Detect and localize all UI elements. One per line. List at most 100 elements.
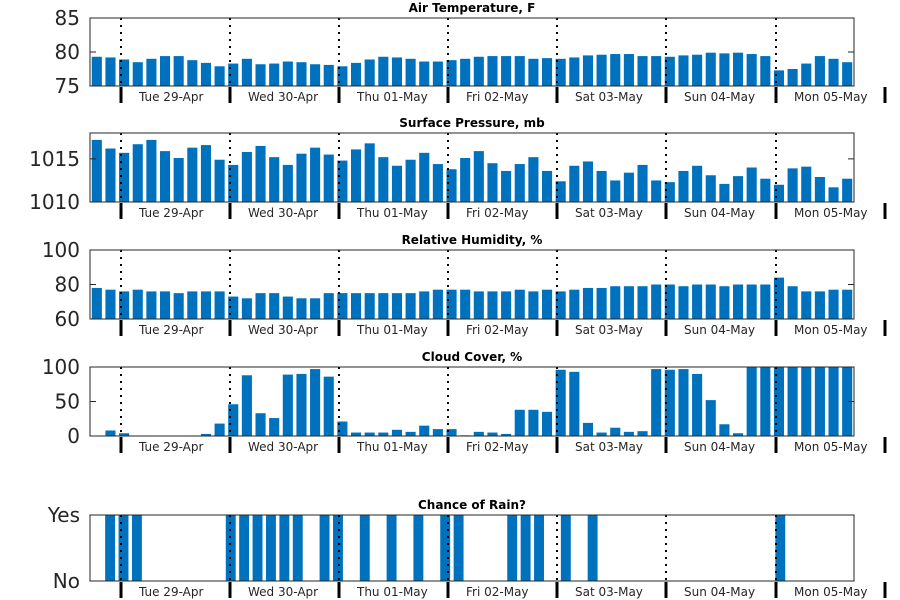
data-bar bbox=[269, 63, 280, 86]
y-tick-label: 0 bbox=[67, 424, 80, 448]
data-bar bbox=[487, 432, 498, 436]
data-bar bbox=[746, 284, 757, 319]
data-bar bbox=[828, 289, 839, 319]
data-bar bbox=[637, 56, 648, 86]
data-bar bbox=[364, 59, 375, 86]
data-bar bbox=[350, 62, 362, 86]
data-bar bbox=[555, 181, 566, 202]
data-bar bbox=[378, 56, 389, 86]
data-bar bbox=[719, 424, 730, 436]
data-bar bbox=[814, 291, 825, 319]
data-bar bbox=[610, 180, 621, 202]
x-tick-label: Tue 29-Apr bbox=[138, 323, 203, 337]
data-bar bbox=[814, 367, 825, 436]
data-bar bbox=[146, 291, 157, 319]
data-bar bbox=[132, 289, 143, 319]
data-bar bbox=[692, 165, 703, 202]
data-bar bbox=[623, 286, 634, 319]
axes-box bbox=[89, 366, 855, 437]
data-bar bbox=[610, 54, 621, 86]
data-bar bbox=[241, 58, 252, 86]
data-bar bbox=[413, 515, 424, 581]
data-bar bbox=[405, 159, 416, 202]
data-bar bbox=[453, 515, 464, 581]
data-bar bbox=[692, 284, 703, 319]
data-bar bbox=[801, 166, 812, 202]
data-bar bbox=[582, 287, 594, 319]
data-bar bbox=[269, 293, 280, 320]
data-bar bbox=[279, 515, 290, 581]
data-bar bbox=[378, 293, 389, 320]
data-bar bbox=[187, 291, 198, 319]
chart-panel-1: Air Temperature, F 75 80 85 Tue 29-Apr Wed 30… bbox=[55, 1, 887, 104]
data-bar bbox=[637, 164, 648, 202]
data-bar bbox=[432, 429, 443, 436]
data-bar bbox=[282, 374, 293, 436]
data-bar bbox=[446, 60, 457, 86]
data-bar bbox=[596, 54, 607, 86]
data-bar bbox=[214, 423, 225, 436]
data-bar bbox=[292, 515, 303, 581]
data-bar bbox=[692, 54, 703, 86]
data-bar bbox=[760, 367, 771, 436]
data-bar bbox=[419, 61, 430, 86]
data-bar bbox=[705, 400, 716, 436]
data-bar bbox=[173, 293, 184, 320]
data-bar bbox=[241, 298, 252, 319]
data-bar bbox=[651, 56, 662, 86]
data-bar bbox=[333, 515, 343, 581]
data-bar bbox=[200, 145, 212, 202]
x-tick-label: Mon 05-May bbox=[794, 206, 868, 220]
data-bar bbox=[787, 69, 798, 86]
data-bar bbox=[528, 58, 539, 86]
data-bar bbox=[801, 63, 812, 86]
x-tick-label: Tue 29-Apr bbox=[138, 440, 203, 454]
x-tick-label: Sun 04-May bbox=[684, 440, 755, 454]
data-bar bbox=[386, 515, 397, 581]
data-bar bbox=[310, 64, 321, 86]
data-bar bbox=[187, 60, 198, 86]
data-bar bbox=[678, 170, 689, 202]
x-tick-label: Sun 04-May bbox=[684, 585, 755, 599]
x-tick-label: Sun 04-May bbox=[684, 206, 755, 220]
x-tick-label: Tue 29-Apr bbox=[138, 585, 203, 599]
y-tick-label: 100 bbox=[42, 238, 80, 262]
data-bar bbox=[473, 56, 484, 86]
data-bar bbox=[520, 515, 531, 581]
x-tick-label: Sat 03-May bbox=[575, 206, 643, 220]
x-tick-label: Mon 05-May bbox=[794, 440, 868, 454]
x-tick-label: Wed 30-Apr bbox=[248, 90, 318, 104]
data-bar bbox=[528, 157, 539, 202]
data-bar bbox=[105, 430, 116, 436]
data-bar bbox=[541, 58, 553, 86]
data-bar bbox=[187, 147, 198, 202]
x-tick-label: Fri 02-May bbox=[466, 323, 529, 337]
data-bar bbox=[473, 431, 484, 436]
data-bar bbox=[473, 291, 484, 319]
x-tick-label: Mon 05-May bbox=[794, 90, 868, 104]
data-bar bbox=[364, 143, 375, 202]
x-tick-label: Tue 29-Apr bbox=[138, 90, 203, 104]
y-tick-label: 1015 bbox=[29, 147, 80, 171]
y-tick-label: Yes bbox=[47, 503, 80, 527]
data-bar bbox=[623, 172, 634, 202]
x-tick-label: Thu 01-May bbox=[356, 90, 428, 104]
data-bar bbox=[391, 57, 403, 86]
x-tick-label: Sun 04-May bbox=[684, 90, 755, 104]
data-bar bbox=[214, 159, 225, 202]
data-bar bbox=[132, 144, 143, 202]
data-bar bbox=[146, 58, 157, 86]
data-bar bbox=[678, 369, 689, 436]
data-bar bbox=[440, 515, 451, 581]
data-bar bbox=[651, 369, 662, 436]
data-bar bbox=[842, 367, 853, 436]
data-bar bbox=[773, 70, 785, 86]
data-bar bbox=[105, 515, 116, 581]
data-bar bbox=[528, 291, 539, 319]
x-tick-label: Tue 29-Apr bbox=[138, 206, 203, 220]
data-bar bbox=[119, 152, 130, 202]
x-tick-label: Thu 01-May bbox=[356, 206, 428, 220]
data-bar bbox=[391, 429, 403, 436]
axes-box bbox=[89, 514, 855, 582]
panel-title: Cloud Cover, % bbox=[422, 350, 522, 364]
